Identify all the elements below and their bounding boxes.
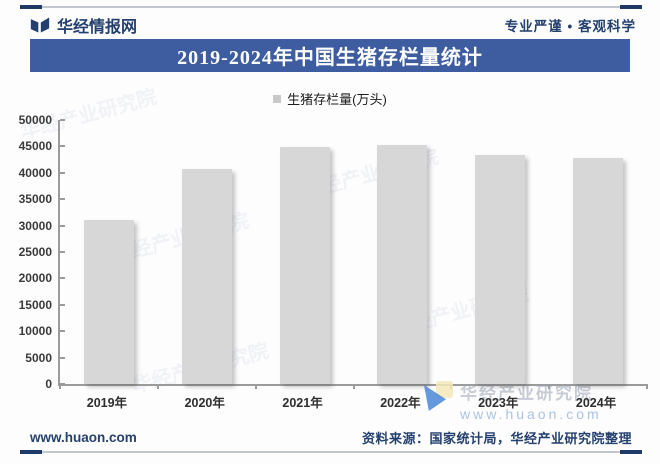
bar-slot	[353, 120, 451, 384]
y-tick	[60, 224, 65, 227]
x-tick-label: 2020年	[184, 396, 225, 410]
top-divider	[20, 5, 642, 9]
y-tick-label: 35000	[18, 192, 52, 207]
bottom-divider	[20, 450, 642, 454]
y-tick	[60, 356, 65, 359]
legend-label: 生猪存栏量(万头)	[287, 92, 387, 107]
y-tick-label: 30000	[18, 218, 52, 233]
bar-2023年	[475, 154, 526, 384]
y-tick-label: 40000	[18, 165, 52, 180]
y-tick-label: 15000	[18, 297, 52, 312]
y-tick	[60, 171, 65, 174]
x-axis-labels: 2019年 2020年 2021年 2022年 2023年 2024年	[58, 392, 645, 411]
huaon-logo-icon	[424, 379, 454, 415]
y-tick	[60, 145, 65, 148]
brand-logo-icon	[30, 16, 50, 34]
footer-site-url: www.huaon.com	[30, 430, 137, 445]
y-tick	[60, 330, 65, 333]
x-tick	[59, 384, 61, 389]
x-tick	[352, 384, 355, 389]
x-tick-label: 2023年	[478, 396, 519, 410]
bar-slot	[256, 120, 354, 384]
header-slogan: 专业严谨 • 客观科学	[504, 19, 636, 34]
x-tick-label: 2024年	[575, 396, 617, 410]
chart-title: 2019-2024年中国生猪存栏量统计	[177, 47, 483, 69]
bar-2020年	[181, 169, 232, 384]
x-tick-label: 2019年	[86, 396, 128, 410]
legend: 生猪存栏量(万头)	[0, 89, 660, 108]
watermark-site: www.huaon.com	[460, 406, 602, 422]
y-tick-label: 0	[45, 377, 52, 391]
title-banner: 2019-2024年中国生猪存栏量统计	[30, 39, 630, 72]
y-tick	[60, 119, 65, 121]
bars	[60, 120, 647, 384]
x-tick	[646, 384, 648, 389]
header: 华经情报网 专业严谨 • 客观科学	[30, 13, 636, 37]
bar-2019年	[83, 220, 134, 384]
y-tick	[60, 198, 65, 201]
bar-2021年	[279, 146, 330, 384]
x-tick	[156, 384, 159, 389]
y-tick	[60, 277, 65, 280]
y-tick-label: 5000	[25, 350, 52, 365]
y-tick-label: 50000	[18, 113, 52, 127]
x-tick-label: 2022年	[380, 396, 421, 410]
y-tick	[60, 383, 65, 385]
bar-2024年	[573, 158, 624, 384]
y-tick-label: 25000	[18, 245, 52, 259]
watermark-brand: 华经产业研究院	[460, 384, 593, 403]
brand: 华经情报网	[30, 13, 137, 37]
footer-data-source: 资料来源：国家统计局，华经产业研究院整理	[361, 431, 632, 446]
bar-slot	[451, 120, 549, 384]
bar-2022年	[377, 145, 428, 384]
legend-marker-square	[273, 94, 282, 103]
bar-slot	[549, 120, 647, 384]
watermark-block: 华经产业研究院 www.huaon.com	[424, 379, 602, 422]
brand-name: 华经情报网	[57, 19, 138, 36]
footer: www.huaon.com 资料来源：国家统计局，华经产业研究院整理	[30, 428, 632, 447]
plot-area	[58, 119, 648, 389]
x-tick	[254, 384, 257, 389]
y-tick-label: 20000	[18, 271, 52, 286]
y-tick-label: 45000	[18, 139, 52, 154]
y-tick	[60, 303, 65, 306]
bar-slot	[60, 120, 158, 384]
bar-slot	[158, 120, 256, 384]
x-tick-label: 2021年	[282, 396, 323, 410]
y-tick	[60, 251, 65, 253]
x-tick	[548, 384, 551, 389]
y-tick-label: 10000	[18, 324, 52, 339]
y-axis-labels: 0 5000 10000 15000 20000 25000 30000 35000 40000…	[0, 113, 52, 391]
